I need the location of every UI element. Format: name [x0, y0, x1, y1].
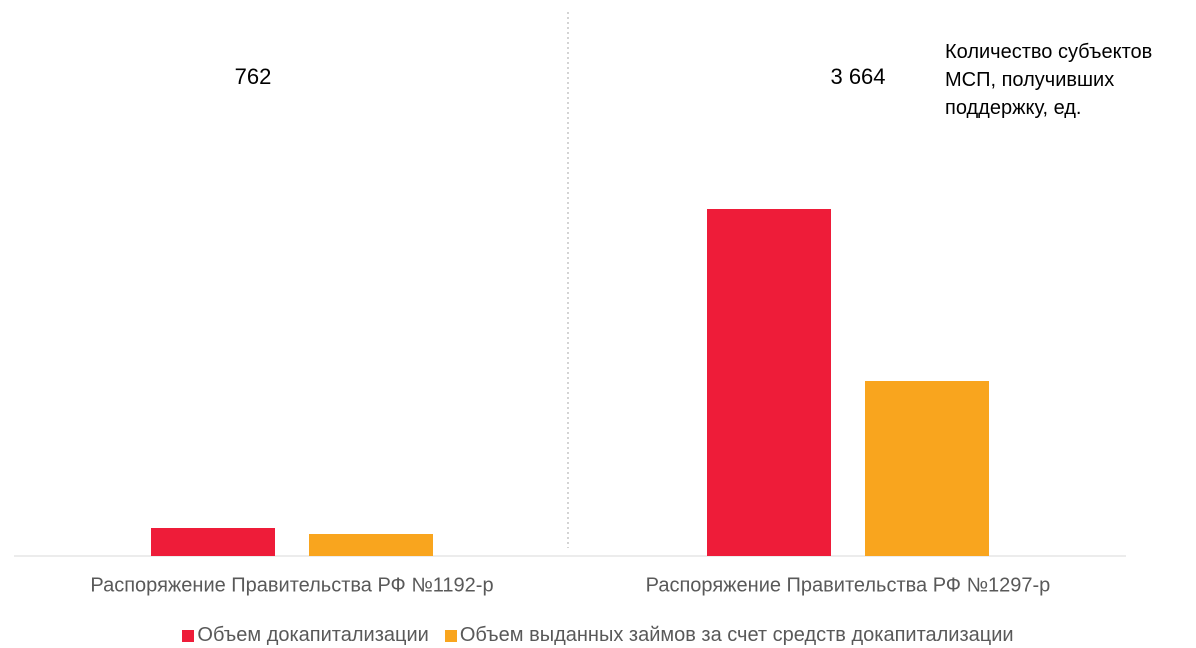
legend-item: Объем выданных займов за счет средств до…	[444, 624, 1014, 647]
count-label: 762	[235, 64, 272, 89]
bar	[309, 534, 433, 556]
x-tick-label: Распоряжение Правительства РФ №1297-р	[646, 574, 1051, 596]
legend: Объем докапитализации Объем выданных займ…	[0, 624, 1196, 647]
count-label: 3 664	[830, 64, 885, 89]
annotation: Количество субъектов МСП, получивших под…	[945, 41, 1153, 119]
x-tick-label: Распоряжение Правительства РФ №1192-р	[90, 574, 493, 596]
legend-item: Объем докапитализации	[182, 624, 429, 647]
legend-label: Объем выданных займов за счет средств до…	[459, 624, 1014, 646]
legend-swatch	[182, 629, 195, 642]
bar	[865, 381, 989, 556]
legend-swatch	[444, 629, 457, 642]
bar	[151, 528, 275, 556]
bar	[707, 209, 831, 556]
legend-label: Объем докапитализации	[197, 624, 429, 646]
